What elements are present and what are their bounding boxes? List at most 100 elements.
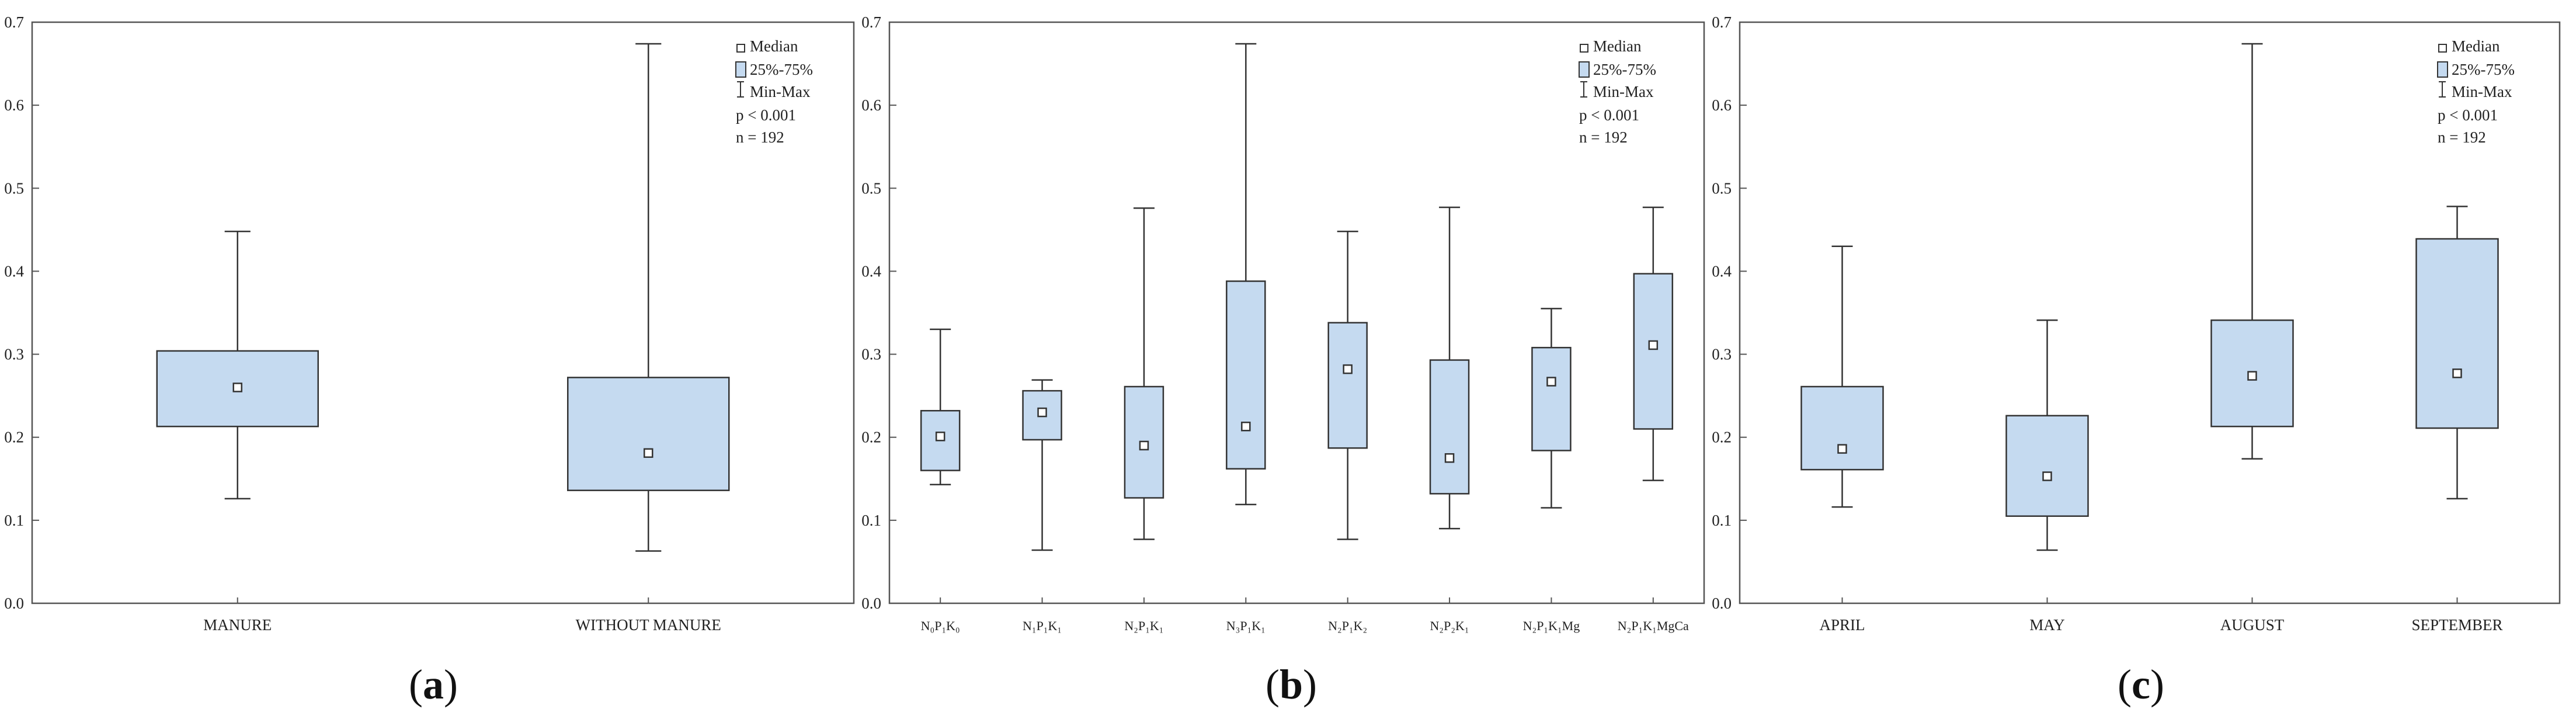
- legend-p-value: p < 0.001: [736, 106, 796, 124]
- iqr-box: [1633, 273, 1674, 430]
- category-label: N₃P₁K₁: [1226, 618, 1266, 633]
- legend-n-value: n = 192: [736, 128, 784, 146]
- category-label: N₁P₁K₁: [1023, 618, 1062, 633]
- y-tick-label: 0.2: [1712, 429, 1732, 446]
- panel-label-part: c: [2132, 661, 2150, 708]
- y-tick-label: 0.7: [1712, 13, 1732, 31]
- legend-range-label: Min-Max: [750, 83, 811, 100]
- iqr-box: [1429, 359, 1470, 495]
- y-tick-label: 0.4: [1712, 262, 1732, 280]
- panel-2: 0.0 0.1 0.2 0.3 0.4 0.5 0.6 0.7 N₀P₁K₀ N₁P₁K₁ N₂P₁…: [861, 13, 1705, 708]
- median-marker: [1241, 421, 1251, 432]
- category-label: AUGUST: [2220, 616, 2285, 634]
- panel-1: 0.0 0.1 0.2 0.3 0.4 0.5 0.6 0.7 MANURE WITHOUT MA…: [4, 13, 855, 708]
- median-marker: [232, 383, 242, 392]
- box-4: [2415, 206, 2499, 500]
- iqr-box: [1226, 280, 1266, 470]
- y-tick-label: 0.7: [861, 13, 881, 31]
- median-marker: [1139, 440, 1149, 451]
- legend-iqr-label: 25%-75%: [2452, 61, 2515, 78]
- y-tick-label: 0.5: [861, 179, 881, 197]
- median-marker: [1037, 407, 1047, 418]
- median-marker: [1546, 377, 1556, 387]
- legend-iqr-label: 25%-75%: [750, 61, 813, 78]
- legend-range-label: Min-Max: [1593, 83, 1654, 100]
- panel-label-part: ): [2150, 661, 2164, 708]
- category-label: N₂P₁K₁Mg: [1523, 618, 1580, 633]
- iqr-box: [2005, 415, 2089, 517]
- panel-label: (c): [2118, 661, 2164, 708]
- y-tick-label: 0.7: [4, 13, 24, 31]
- category-label: N₂P₁K₁MgCa: [1618, 618, 1689, 633]
- median-marker: [2452, 369, 2462, 378]
- y-tick-label: 0.0: [1712, 595, 1732, 612]
- iqr-box: [1531, 346, 1572, 451]
- legend-iqr-swatch: [735, 61, 746, 78]
- median-marker: [2042, 471, 2052, 481]
- legend-iqr-swatch: [1579, 61, 1590, 78]
- y-tick-label: 0.5: [4, 179, 24, 197]
- box-3: [1124, 207, 1164, 540]
- legend: Median 25%-75% Min-Max p < 0.001 n = 192: [2437, 37, 2515, 146]
- legend-median-swatch: [2438, 44, 2447, 53]
- panel-label: (b): [1266, 661, 1317, 708]
- y-tick-label: 0.3: [4, 346, 24, 363]
- y-tick-label: 0.2: [861, 429, 881, 446]
- plot-frame: [1739, 21, 2561, 604]
- median-marker: [1648, 340, 1659, 350]
- y-tick-label: 0.6: [4, 96, 24, 114]
- median-marker: [2247, 371, 2257, 381]
- legend-median-label: Median: [2452, 37, 2500, 55]
- legend: Median 25%-75% Min-Max p < 0.001 n = 192: [735, 37, 813, 146]
- median-marker: [1444, 453, 1455, 463]
- y-tick-label: 0.4: [4, 262, 24, 280]
- y-tick-label: 0.4: [861, 262, 881, 280]
- category-label: MANURE: [203, 616, 272, 634]
- panel-label-part: (: [1266, 661, 1280, 708]
- legend-median-swatch: [1580, 44, 1588, 53]
- y-tick-label: 0.1: [4, 512, 24, 529]
- panels: 0.0 0.1 0.2 0.3 0.4 0.5 0.6 0.7 MANURE WITHOUT MA…: [4, 13, 2561, 708]
- box-8: [1633, 206, 1674, 481]
- legend-iqr-label: 25%-75%: [1593, 61, 1656, 78]
- box-3: [2210, 43, 2294, 460]
- box-7: [1531, 308, 1572, 509]
- legend-median-swatch: [736, 44, 745, 53]
- iqr-box: [2415, 238, 2499, 429]
- plot-frame: [31, 21, 855, 604]
- category-label: N₂P₁K₂: [1328, 618, 1367, 633]
- y-tick-label: 0.2: [4, 429, 24, 446]
- category-label: SEPTEMBER: [2411, 616, 2502, 634]
- box-1: [1800, 245, 1884, 508]
- y-tick-label: 0.0: [861, 595, 881, 612]
- iqr-box: [1800, 385, 1884, 471]
- panel-label-part: b: [1280, 661, 1303, 708]
- median-marker: [1343, 364, 1353, 374]
- panel-label-part: (: [2118, 661, 2132, 708]
- legend: Median 25%-75% Min-Max p < 0.001 n = 192: [1579, 37, 1656, 146]
- y-tick-label: 0.1: [1712, 512, 1732, 529]
- box-2: [1022, 379, 1062, 551]
- category-label: N₂P₁K₁: [1124, 618, 1163, 633]
- median-marker: [1837, 444, 1847, 454]
- panel-label-part: ): [444, 661, 458, 708]
- legend-median-label: Median: [1593, 37, 1642, 55]
- y-tick-label: 0.6: [1712, 96, 1732, 114]
- legend-p-value: p < 0.001: [2438, 106, 2498, 124]
- legend-range-label: Min-Max: [2452, 83, 2512, 100]
- box-1: [920, 328, 961, 485]
- legend-n-value: n = 192: [1579, 128, 1628, 146]
- legend-iqr-swatch: [2437, 61, 2448, 78]
- y-tick-label: 0.3: [1712, 346, 1732, 363]
- iqr-box: [567, 377, 730, 491]
- median-marker: [644, 448, 653, 458]
- iqr-box: [1327, 322, 1368, 449]
- median-marker: [935, 432, 945, 442]
- legend-p-value: p < 0.001: [1579, 106, 1639, 124]
- panel-label-part: ): [1303, 661, 1317, 708]
- y-tick-label: 0.5: [1712, 179, 1732, 197]
- panel-3: 0.0 0.1 0.2 0.3 0.4 0.5 0.6 0.7 APRIL MAY AUGUST SE…: [1712, 13, 2561, 708]
- box-5: [1327, 230, 1368, 540]
- category-label: MAY: [2029, 616, 2065, 634]
